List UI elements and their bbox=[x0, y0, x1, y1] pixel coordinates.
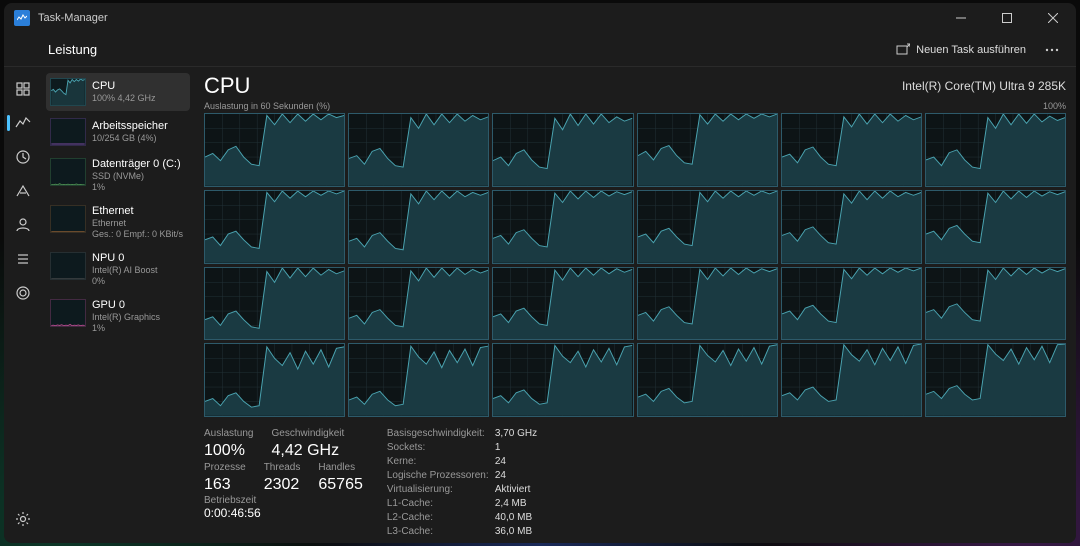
side-item-title: NPU 0 bbox=[92, 252, 158, 265]
side-item-title: Ethernet bbox=[92, 205, 183, 218]
new-task-button[interactable]: Neuen Task ausführen bbox=[888, 39, 1034, 61]
history-tab[interactable] bbox=[6, 141, 40, 173]
minimize-button[interactable] bbox=[938, 3, 984, 33]
core-chart-21 bbox=[637, 343, 778, 417]
side-item-sub: SSD (NVMe) bbox=[92, 171, 181, 182]
details-tab[interactable] bbox=[6, 243, 40, 275]
side-item-npu-0[interactable]: NPU 0Intel(R) AI Boost0% bbox=[46, 247, 190, 292]
side-thumb bbox=[50, 118, 86, 146]
core-chart-4 bbox=[781, 113, 922, 187]
side-item-title: CPU bbox=[92, 80, 156, 93]
side-panel: CPU100% 4,42 GHzArbeitsspeicher10/254 GB… bbox=[42, 67, 194, 543]
main-panel: CPU Intel(R) Core(TM) Ultra 9 285K Ausla… bbox=[194, 67, 1076, 543]
page-title: Leistung bbox=[48, 42, 97, 57]
core-chart-2 bbox=[492, 113, 633, 187]
core-chart-0 bbox=[204, 113, 345, 187]
side-item-sub: Intel(R) AI Boost bbox=[92, 265, 158, 276]
side-item-cpu[interactable]: CPU100% 4,42 GHz bbox=[46, 73, 190, 111]
core-chart-1 bbox=[348, 113, 489, 187]
side-item-ethernet[interactable]: EthernetEthernetGes.: 0 Empf.: 0 KBit/s bbox=[46, 200, 190, 245]
core-chart-20 bbox=[492, 343, 633, 417]
startup-tab[interactable] bbox=[6, 175, 40, 207]
side-item-sub2: 0% bbox=[92, 276, 158, 287]
core-chart-6 bbox=[204, 190, 345, 264]
cpu-model: Intel(R) Core(TM) Ultra 9 285K bbox=[902, 79, 1066, 93]
core-chart-23 bbox=[925, 343, 1066, 417]
side-item-sub2: Ges.: 0 Empf.: 0 KBit/s bbox=[92, 229, 183, 240]
app-icon bbox=[14, 10, 30, 26]
core-chart-19 bbox=[348, 343, 489, 417]
processes-tab[interactable] bbox=[6, 73, 40, 105]
window-title: Task-Manager bbox=[38, 12, 108, 24]
chart-max-label: 100% bbox=[1043, 101, 1066, 111]
core-chart-8 bbox=[492, 190, 633, 264]
side-item-sub: Ethernet bbox=[92, 218, 183, 229]
core-chart-14 bbox=[492, 267, 633, 341]
side-item-sub: Intel(R) Graphics bbox=[92, 312, 160, 323]
side-thumb bbox=[50, 78, 86, 106]
core-chart-15 bbox=[637, 267, 778, 341]
side-item-gpu-0[interactable]: GPU 0Intel(R) Graphics1% bbox=[46, 294, 190, 339]
services-tab[interactable] bbox=[6, 277, 40, 309]
core-chart-12 bbox=[204, 267, 345, 341]
users-tab[interactable] bbox=[6, 209, 40, 241]
main-title: CPU bbox=[204, 73, 250, 99]
settings-button[interactable] bbox=[6, 503, 40, 535]
performance-tab[interactable] bbox=[6, 107, 40, 139]
side-thumb bbox=[50, 158, 86, 186]
side-item-title: GPU 0 bbox=[92, 299, 160, 312]
core-chart-22 bbox=[781, 343, 922, 417]
toolbar: Leistung Neuen Task ausführen bbox=[4, 33, 1076, 67]
core-chart-13 bbox=[348, 267, 489, 341]
task-manager-window: Task-Manager Leistung Neuen Task ausführ… bbox=[4, 3, 1076, 543]
core-chart-16 bbox=[781, 267, 922, 341]
side-item-datentr-ger-0-c-[interactable]: Datenträger 0 (C:)SSD (NVMe)1% bbox=[46, 153, 190, 198]
core-grid bbox=[204, 113, 1066, 417]
core-chart-18 bbox=[204, 343, 345, 417]
side-thumb bbox=[50, 205, 86, 233]
side-item-sub2: 1% bbox=[92, 323, 160, 334]
core-chart-11 bbox=[925, 190, 1066, 264]
side-item-title: Arbeitsspeicher bbox=[92, 120, 168, 133]
maximize-button[interactable] bbox=[984, 3, 1030, 33]
core-chart-7 bbox=[348, 190, 489, 264]
close-button[interactable] bbox=[1030, 3, 1076, 33]
new-task-icon bbox=[896, 43, 910, 57]
core-chart-3 bbox=[637, 113, 778, 187]
side-thumb bbox=[50, 299, 86, 327]
chart-caption: Auslastung in 60 Sekunden (%) bbox=[204, 101, 330, 111]
core-chart-10 bbox=[781, 190, 922, 264]
side-item-title: Datenträger 0 (C:) bbox=[92, 158, 181, 171]
side-item-sub2: 1% bbox=[92, 182, 181, 193]
side-item-arbeitsspeicher[interactable]: Arbeitsspeicher10/254 GB (4%) bbox=[46, 113, 190, 151]
core-chart-9 bbox=[637, 190, 778, 264]
titlebar[interactable]: Task-Manager bbox=[4, 3, 1076, 33]
side-item-sub: 10/254 GB (4%) bbox=[92, 133, 168, 144]
core-chart-17 bbox=[925, 267, 1066, 341]
side-item-sub: 100% 4,42 GHz bbox=[92, 93, 156, 104]
nav-rail bbox=[4, 67, 42, 543]
side-thumb bbox=[50, 252, 86, 280]
more-button[interactable] bbox=[1038, 36, 1066, 64]
core-chart-5 bbox=[925, 113, 1066, 187]
stats-block: Auslastung100%Geschwindigkeit4,42 GHzPro… bbox=[204, 417, 1066, 539]
